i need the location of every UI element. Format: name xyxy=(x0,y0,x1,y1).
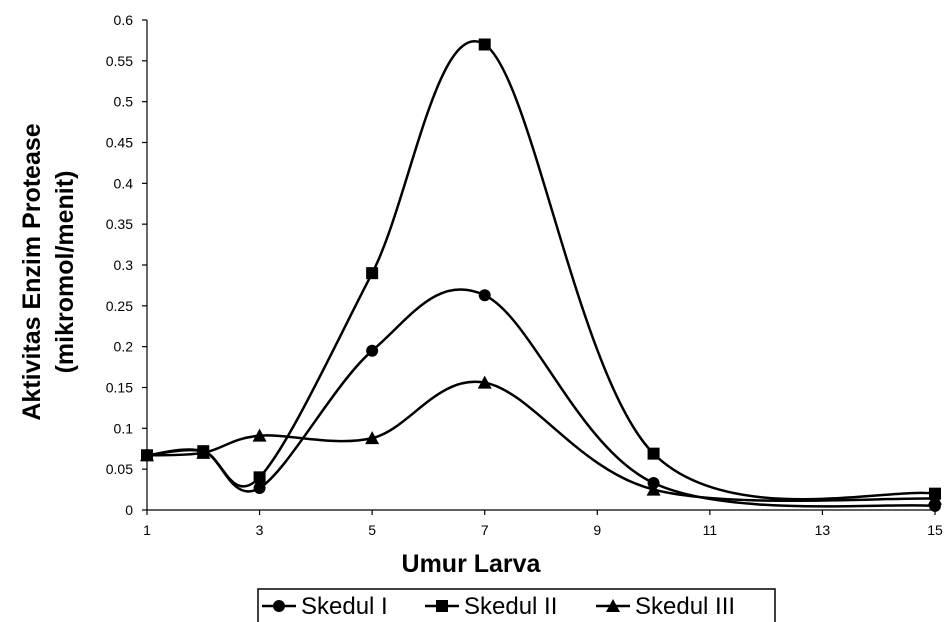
y-tick-label: 0.25 xyxy=(106,298,133,314)
y-tick-label: 0.15 xyxy=(106,380,133,396)
data-point-triangle xyxy=(365,431,380,445)
data-point-triangle xyxy=(140,448,154,462)
legend-item-2: Skedul II xyxy=(425,593,557,620)
x-tick-label: 1 xyxy=(143,522,151,538)
y-tick-label: 0 xyxy=(125,502,133,518)
x-tick-label: 7 xyxy=(481,522,489,538)
series-2 xyxy=(141,38,941,501)
y-tick-label: 0.45 xyxy=(106,135,133,151)
legend-marker-circle xyxy=(273,600,285,612)
data-point-triangle xyxy=(196,445,211,459)
x-axis-title: Umur Larva xyxy=(402,550,542,578)
legend-label: Skedul III xyxy=(635,593,735,620)
y-tick-label: 0.05 xyxy=(106,461,133,477)
data-point-triangle xyxy=(477,375,492,389)
series-layer xyxy=(140,38,942,512)
legend-item-1: Skedul I xyxy=(262,593,388,620)
y-tick-label: 0.5 xyxy=(114,94,134,110)
data-point-square xyxy=(647,447,660,460)
data-point-triangle xyxy=(252,428,267,442)
y-axis-title-line-2: (mikromol/menit) xyxy=(51,171,79,374)
x-tick-label: 9 xyxy=(593,522,601,538)
series-line xyxy=(146,380,936,503)
data-point-triangle xyxy=(646,482,661,496)
data-point-square xyxy=(253,471,266,484)
legend-box xyxy=(257,588,776,622)
y-tick-label: 0.6 xyxy=(114,12,134,28)
legend-label: Skedul I xyxy=(301,593,388,620)
x-tick-label: 13 xyxy=(815,522,831,538)
series-line xyxy=(146,40,936,501)
legend-item-3: Skedul III xyxy=(596,593,735,620)
y-axis-title-line-1: Aktivitas Enzim Protease xyxy=(18,123,46,420)
data-point-circle xyxy=(366,344,379,357)
legend-items: Skedul I Skedul II Skedul III xyxy=(262,593,735,620)
legend-marker-square xyxy=(436,600,448,612)
y-tick-label: 0.35 xyxy=(106,216,133,232)
data-point-square xyxy=(366,267,379,280)
data-point-square xyxy=(478,38,491,51)
y-tick-label: 0.4 xyxy=(114,175,134,191)
x-tick-label: 11 xyxy=(703,522,718,538)
legend: Skedul I Skedul II Skedul III xyxy=(257,588,776,622)
x-axis: 1 3 5 7 9 11 13 15 xyxy=(143,509,943,538)
y-axis: 0 0.05 0.1 0.15 0.2 0.25 0.3 0.35 0.4 0.45 0.5 0.55… xyxy=(106,12,148,518)
y-tick-label: 0.55 xyxy=(106,53,133,69)
y-tick-label: 0.3 xyxy=(114,257,134,273)
data-point-triangle xyxy=(928,491,942,505)
data-point-circle xyxy=(478,289,491,302)
data-point-circle xyxy=(253,481,266,494)
y-axis-title: Aktivitas Enzim Protease (mikromol/menit… xyxy=(18,123,79,420)
legend-label: Skedul II xyxy=(464,593,557,620)
legend-marker-triangle xyxy=(606,599,620,612)
y-tick-label: 0.1 xyxy=(114,420,134,436)
x-tick-label: 3 xyxy=(256,522,264,538)
series-3 xyxy=(140,375,942,505)
x-tick-label: 5 xyxy=(368,522,376,538)
x-tick-label: 15 xyxy=(927,522,943,538)
y-tick-label: 0.2 xyxy=(114,339,134,355)
